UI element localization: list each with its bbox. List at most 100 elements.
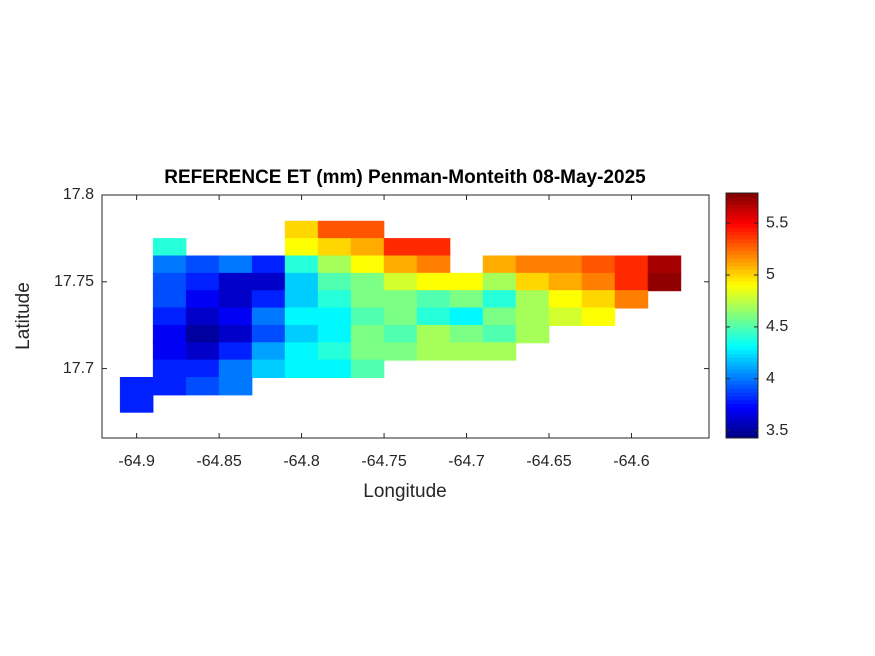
heat-cell [317,307,352,326]
heat-cell [416,324,451,344]
x-tick-label: -64.6 [613,453,650,470]
heat-cell [482,255,517,274]
colorbar-swatch [726,426,758,431]
colorbar-swatch [726,403,758,408]
colorbar-swatch [726,323,758,328]
heat-cell [416,342,451,361]
colorbar-swatch [726,376,758,381]
heat-cell [284,272,319,292]
colorbar-swatch [726,215,758,221]
colorbar-swatch [726,395,758,401]
colorbar-swatch [726,430,758,435]
colorbar-swatch [726,304,758,309]
y-axis-label: Latitude [13,282,34,350]
heat-cell [119,394,154,413]
heat-cell [284,342,319,361]
heat-cell [383,255,418,274]
colorbar-swatch [726,261,758,267]
heat-cell [317,359,352,378]
heat-cell [416,272,451,292]
heat-cell [449,290,484,309]
colorbar-tick-label: 3.5 [766,422,788,439]
colorbar-swatch [726,288,758,293]
heat-cell [581,272,616,292]
heat-cell [482,272,517,292]
colorbar-swatch [726,292,758,297]
colorbar-swatch [726,434,758,439]
colorbar-swatch [726,415,758,420]
colorbar-swatch [726,380,758,385]
colorbar-swatch [726,307,758,313]
colorbar-swatch [726,319,758,324]
heat-cell [350,307,385,326]
heat-cell [317,255,352,274]
heat-cell [185,255,220,274]
heat-cell [317,272,352,292]
y-tick-label: 17.7 [63,360,94,377]
x-tick-label: -64.75 [361,453,406,470]
colorbar-swatch [726,254,758,259]
colorbar-swatch [726,231,758,236]
colorbar-swatch [726,388,758,393]
colorbar-box [725,192,759,439]
colorbar-swatch [726,411,758,416]
heat-cell [647,255,682,274]
heat-cell [251,307,286,326]
heat-cell [185,272,220,292]
y-tick-label: 17.75 [54,273,94,290]
heat-cell [416,290,451,309]
x-tick-label: -64.7 [448,453,485,470]
heat-cell [251,255,286,274]
heat-cell [350,220,385,240]
heat-cell [251,290,286,309]
heat-cell [416,255,451,274]
colorbar-swatch [726,223,758,228]
colorbar-swatch [726,392,758,397]
colorbar-swatch [726,242,758,247]
heat-cell [647,272,682,292]
heat-cell [185,359,220,378]
y-tick-label: 17.8 [63,186,94,203]
x-tick-label: -64.65 [526,453,571,470]
heat-cell [251,342,286,361]
colorbar-tick-label: 5 [766,266,775,283]
heat-cell [515,324,550,344]
colorbar-swatch [726,250,758,255]
heat-cell [317,342,352,361]
colorbar-swatch [726,227,758,232]
heat-cell [185,307,220,326]
heat-cell [152,238,187,257]
heat-cell [218,342,253,361]
colorbar-swatch [726,399,758,404]
heat-cell [482,290,517,309]
heat-cell [383,324,418,344]
x-tick-label: -64.8 [283,453,320,470]
heat-cell [581,255,616,274]
heat-cell [152,255,187,274]
colorbar-swatch [726,296,758,301]
x-tick-label: -64.9 [118,453,155,470]
heat-cell [482,324,517,344]
colorbar-swatch [726,372,758,378]
colorbar-swatch [726,334,758,339]
heat-cell [152,290,187,309]
heat-cell [515,272,550,292]
heat-cell [350,238,385,257]
colorbar-swatch [726,196,758,202]
colorbar-swatch [726,422,758,427]
heat-cell [218,272,253,292]
colorbar-swatch [726,330,758,336]
colorbar-swatch [726,418,758,424]
heat-cell [350,342,385,361]
heat-cell [614,290,649,309]
colorbar-swatch [726,338,758,343]
colorbar-swatch [726,326,758,332]
heat-cell [251,272,286,292]
heat-cell [284,359,319,378]
colorbar-swatch [726,277,758,282]
heat-cell [218,377,253,396]
heat-cell [548,290,583,309]
chart-title: REFERENCE ET (mm) Penman-Monteith 08-May… [164,167,646,188]
colorbar-tick-label: 4 [766,370,775,387]
heat-cell [350,272,385,292]
